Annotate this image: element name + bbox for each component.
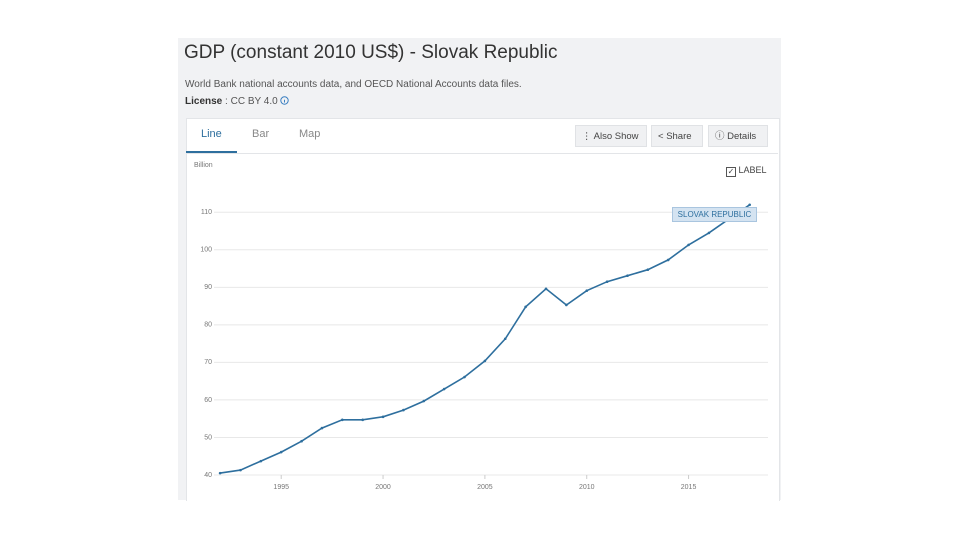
point xyxy=(605,280,609,284)
y-tick-label: 110 xyxy=(201,209,212,216)
y-tick-label: 40 xyxy=(204,472,212,479)
tab[interactable]: Bar xyxy=(252,128,270,140)
source: World Bank national accounts data, and O… xyxy=(185,79,522,90)
y-tick-label: 50 xyxy=(204,434,212,441)
point xyxy=(524,305,527,309)
point xyxy=(320,426,324,430)
point xyxy=(626,274,629,278)
license-label: License xyxy=(185,96,223,107)
point xyxy=(707,231,711,235)
tab-divider xyxy=(187,153,778,154)
button-label: Also Show xyxy=(593,131,639,142)
y-tick-label: 60 xyxy=(204,397,212,404)
y-axis-label: Billion xyxy=(194,162,213,169)
point xyxy=(646,268,650,271)
series-line xyxy=(219,204,751,474)
point xyxy=(687,243,690,247)
point xyxy=(279,450,283,454)
x-tick-label: 1995 xyxy=(273,484,289,491)
also-show-button[interactable]: ⋮ Also Show xyxy=(575,125,647,147)
license-value[interactable]: CC BY 4.0 xyxy=(230,96,278,107)
details-button[interactable]: ⓘ Details xyxy=(708,125,768,147)
x-tick-label: 2010 xyxy=(579,484,595,491)
point xyxy=(381,415,385,419)
point xyxy=(218,471,222,475)
point xyxy=(565,303,568,307)
point xyxy=(239,468,242,472)
point xyxy=(585,289,589,293)
x-tick-label: 2005 xyxy=(477,484,493,491)
point xyxy=(442,387,446,391)
point xyxy=(259,459,263,463)
license: License : CC BY 4.0 xyxy=(185,96,290,107)
point xyxy=(666,258,670,262)
button-label: Share xyxy=(666,131,692,142)
info-icon[interactable] xyxy=(280,96,290,105)
share-button[interactable]: < Share xyxy=(651,125,703,147)
point xyxy=(544,287,548,291)
toggle-label: LABEL xyxy=(738,165,767,175)
point xyxy=(341,418,344,422)
button-label: Details xyxy=(727,131,757,142)
y-tick-label: 90 xyxy=(204,284,212,291)
point xyxy=(503,337,507,341)
title: GDP (constant 2010 US$) - Slovak Republi… xyxy=(184,42,558,63)
license-sep: : xyxy=(225,96,228,107)
x-tick-label: 2000 xyxy=(375,484,391,491)
tab[interactable]: Map xyxy=(299,128,321,140)
point xyxy=(422,399,426,403)
x-tick-label: 2015 xyxy=(681,484,697,491)
y-tick-label: 100 xyxy=(200,247,212,254)
y-tick-label: 80 xyxy=(204,322,212,329)
point xyxy=(300,439,303,443)
tab-underline xyxy=(186,151,237,153)
point xyxy=(402,408,405,412)
y-tick-label: 70 xyxy=(204,359,212,366)
tab[interactable]: Line xyxy=(201,128,222,140)
point xyxy=(483,359,487,363)
point xyxy=(748,203,751,207)
point xyxy=(463,375,466,379)
point xyxy=(361,418,364,422)
series-label: SLOVAK REPUBLIC xyxy=(672,207,757,222)
label-toggle[interactable]: ✓ LABEL xyxy=(726,165,767,177)
